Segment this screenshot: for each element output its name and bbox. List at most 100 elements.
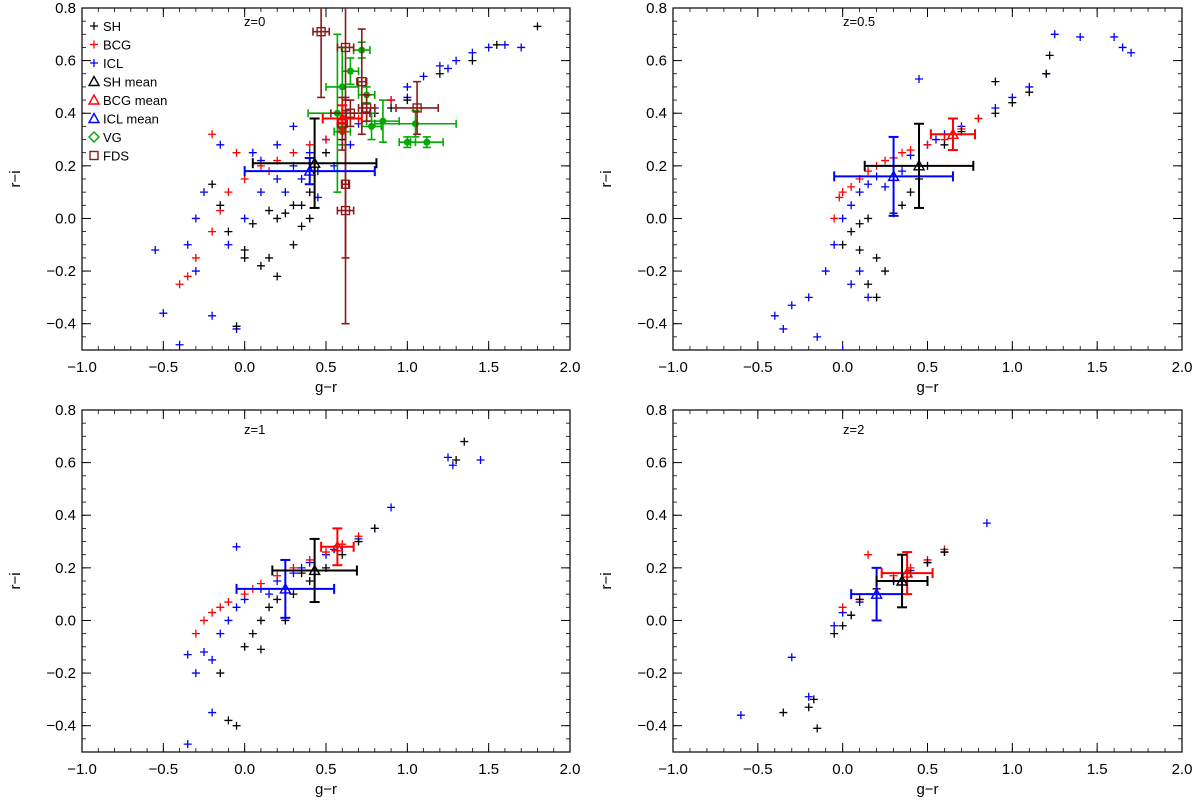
sh-point bbox=[1025, 88, 1034, 97]
icl-point bbox=[770, 311, 779, 320]
sh-point bbox=[838, 621, 847, 630]
vg-point bbox=[403, 138, 411, 146]
x-axis-label: g−r bbox=[315, 379, 337, 396]
sh-point bbox=[813, 724, 822, 733]
y-axis-label: r−i bbox=[598, 572, 615, 589]
sh-point bbox=[435, 69, 444, 78]
sh-point bbox=[273, 595, 282, 604]
sh-point bbox=[940, 140, 949, 149]
icl-point bbox=[1110, 32, 1119, 41]
x-tick-label: 2.0 bbox=[560, 761, 581, 778]
icl-point bbox=[305, 148, 314, 157]
legend-icl-marker bbox=[90, 59, 98, 67]
bcg-point bbox=[240, 175, 249, 183]
panel-title: z=1 bbox=[244, 422, 265, 437]
sh-point bbox=[289, 590, 298, 599]
icl-point bbox=[208, 311, 217, 320]
y-tick-label: −0.2 bbox=[46, 263, 76, 280]
y-tick-label: 0.6 bbox=[646, 53, 667, 70]
icl-point bbox=[830, 621, 839, 630]
x-tick-label: −1.0 bbox=[67, 359, 97, 376]
bcg-point bbox=[191, 253, 200, 262]
icl-point bbox=[159, 309, 168, 318]
plot-frame bbox=[81, 7, 571, 351]
y-tick-label: 0.8 bbox=[55, 402, 76, 419]
fds-point bbox=[340, 42, 351, 53]
sh-point bbox=[305, 214, 314, 223]
y-tick-label: 0.8 bbox=[646, 0, 667, 17]
sh-point bbox=[991, 77, 1000, 86]
panel-title: z=0 bbox=[244, 14, 265, 29]
x-tick-label: 2.0 bbox=[1172, 761, 1193, 778]
icl-point bbox=[191, 214, 200, 223]
icl-point bbox=[444, 64, 452, 73]
sh-point bbox=[1045, 51, 1054, 60]
x-tick-label: 1.5 bbox=[1087, 761, 1108, 778]
icl-point bbox=[452, 56, 461, 65]
legend-fds-label: FDS bbox=[103, 149, 129, 164]
sh-point bbox=[872, 293, 881, 302]
bcg-point bbox=[256, 579, 265, 588]
sh-point bbox=[273, 272, 282, 281]
sh-point bbox=[265, 603, 274, 612]
bcg-point bbox=[830, 214, 839, 223]
x-tick-label: 0.0 bbox=[234, 359, 255, 376]
bcg-point bbox=[387, 96, 396, 105]
legend: SH BCG ICL SH mean BCG mean ICL mean VG FDS bbox=[87, 19, 167, 164]
bcg-point bbox=[240, 590, 249, 599]
legend-sh-marker bbox=[90, 22, 98, 30]
icl-point bbox=[191, 669, 200, 678]
sh-point bbox=[208, 180, 217, 189]
sh-point bbox=[452, 455, 461, 464]
y-tick-label: 0.2 bbox=[55, 158, 76, 175]
legend-vg-marker bbox=[88, 131, 100, 143]
icl-point bbox=[855, 188, 864, 197]
sh-point bbox=[1042, 69, 1051, 78]
y-tick-label: −0.2 bbox=[637, 263, 667, 280]
sh-mean-point bbox=[308, 156, 321, 168]
fds-point bbox=[345, 108, 356, 118]
y-tick-label: −0.2 bbox=[637, 665, 667, 682]
icl-point bbox=[208, 708, 217, 717]
icl-point bbox=[736, 711, 745, 720]
sh-point bbox=[256, 616, 265, 625]
sh-point bbox=[297, 201, 306, 210]
bcg-point bbox=[224, 188, 233, 197]
legend-bcg-mean-marker bbox=[87, 93, 101, 105]
icl-point bbox=[847, 201, 856, 210]
sh-point bbox=[847, 611, 856, 620]
icl-point bbox=[484, 43, 493, 52]
x-tick-label: −1.0 bbox=[658, 359, 688, 376]
data-layer bbox=[183, 437, 485, 749]
bcg-point bbox=[974, 114, 983, 123]
y-tick-label: −0.4 bbox=[637, 718, 667, 735]
fds-point bbox=[316, 26, 326, 37]
vg-point bbox=[338, 83, 346, 91]
icl-point bbox=[346, 140, 355, 149]
icl-point bbox=[1076, 32, 1085, 41]
icl-point bbox=[232, 542, 241, 551]
bcg-point bbox=[906, 146, 915, 155]
icl-point bbox=[444, 453, 452, 462]
sh-point bbox=[855, 595, 864, 604]
icl-point bbox=[1127, 48, 1136, 57]
icl-mean-point bbox=[279, 582, 292, 594]
x-tick-label: 1.5 bbox=[478, 761, 499, 778]
sh-point bbox=[216, 201, 225, 210]
bcg-point bbox=[864, 167, 873, 176]
icl-point bbox=[419, 72, 428, 81]
icl-point bbox=[804, 293, 813, 302]
sh-point bbox=[847, 227, 856, 236]
sh-point bbox=[898, 201, 907, 210]
icl-mean-point bbox=[870, 587, 883, 599]
panel-title: z=2 bbox=[843, 422, 864, 437]
icl-point bbox=[982, 519, 991, 528]
sh-point bbox=[297, 222, 306, 231]
data-layer bbox=[770, 30, 1136, 350]
sh-point bbox=[940, 548, 949, 557]
sh-point bbox=[370, 524, 379, 533]
icl-point bbox=[273, 140, 282, 149]
sh-point bbox=[804, 703, 813, 712]
y-tick-label: 0.6 bbox=[55, 455, 76, 472]
